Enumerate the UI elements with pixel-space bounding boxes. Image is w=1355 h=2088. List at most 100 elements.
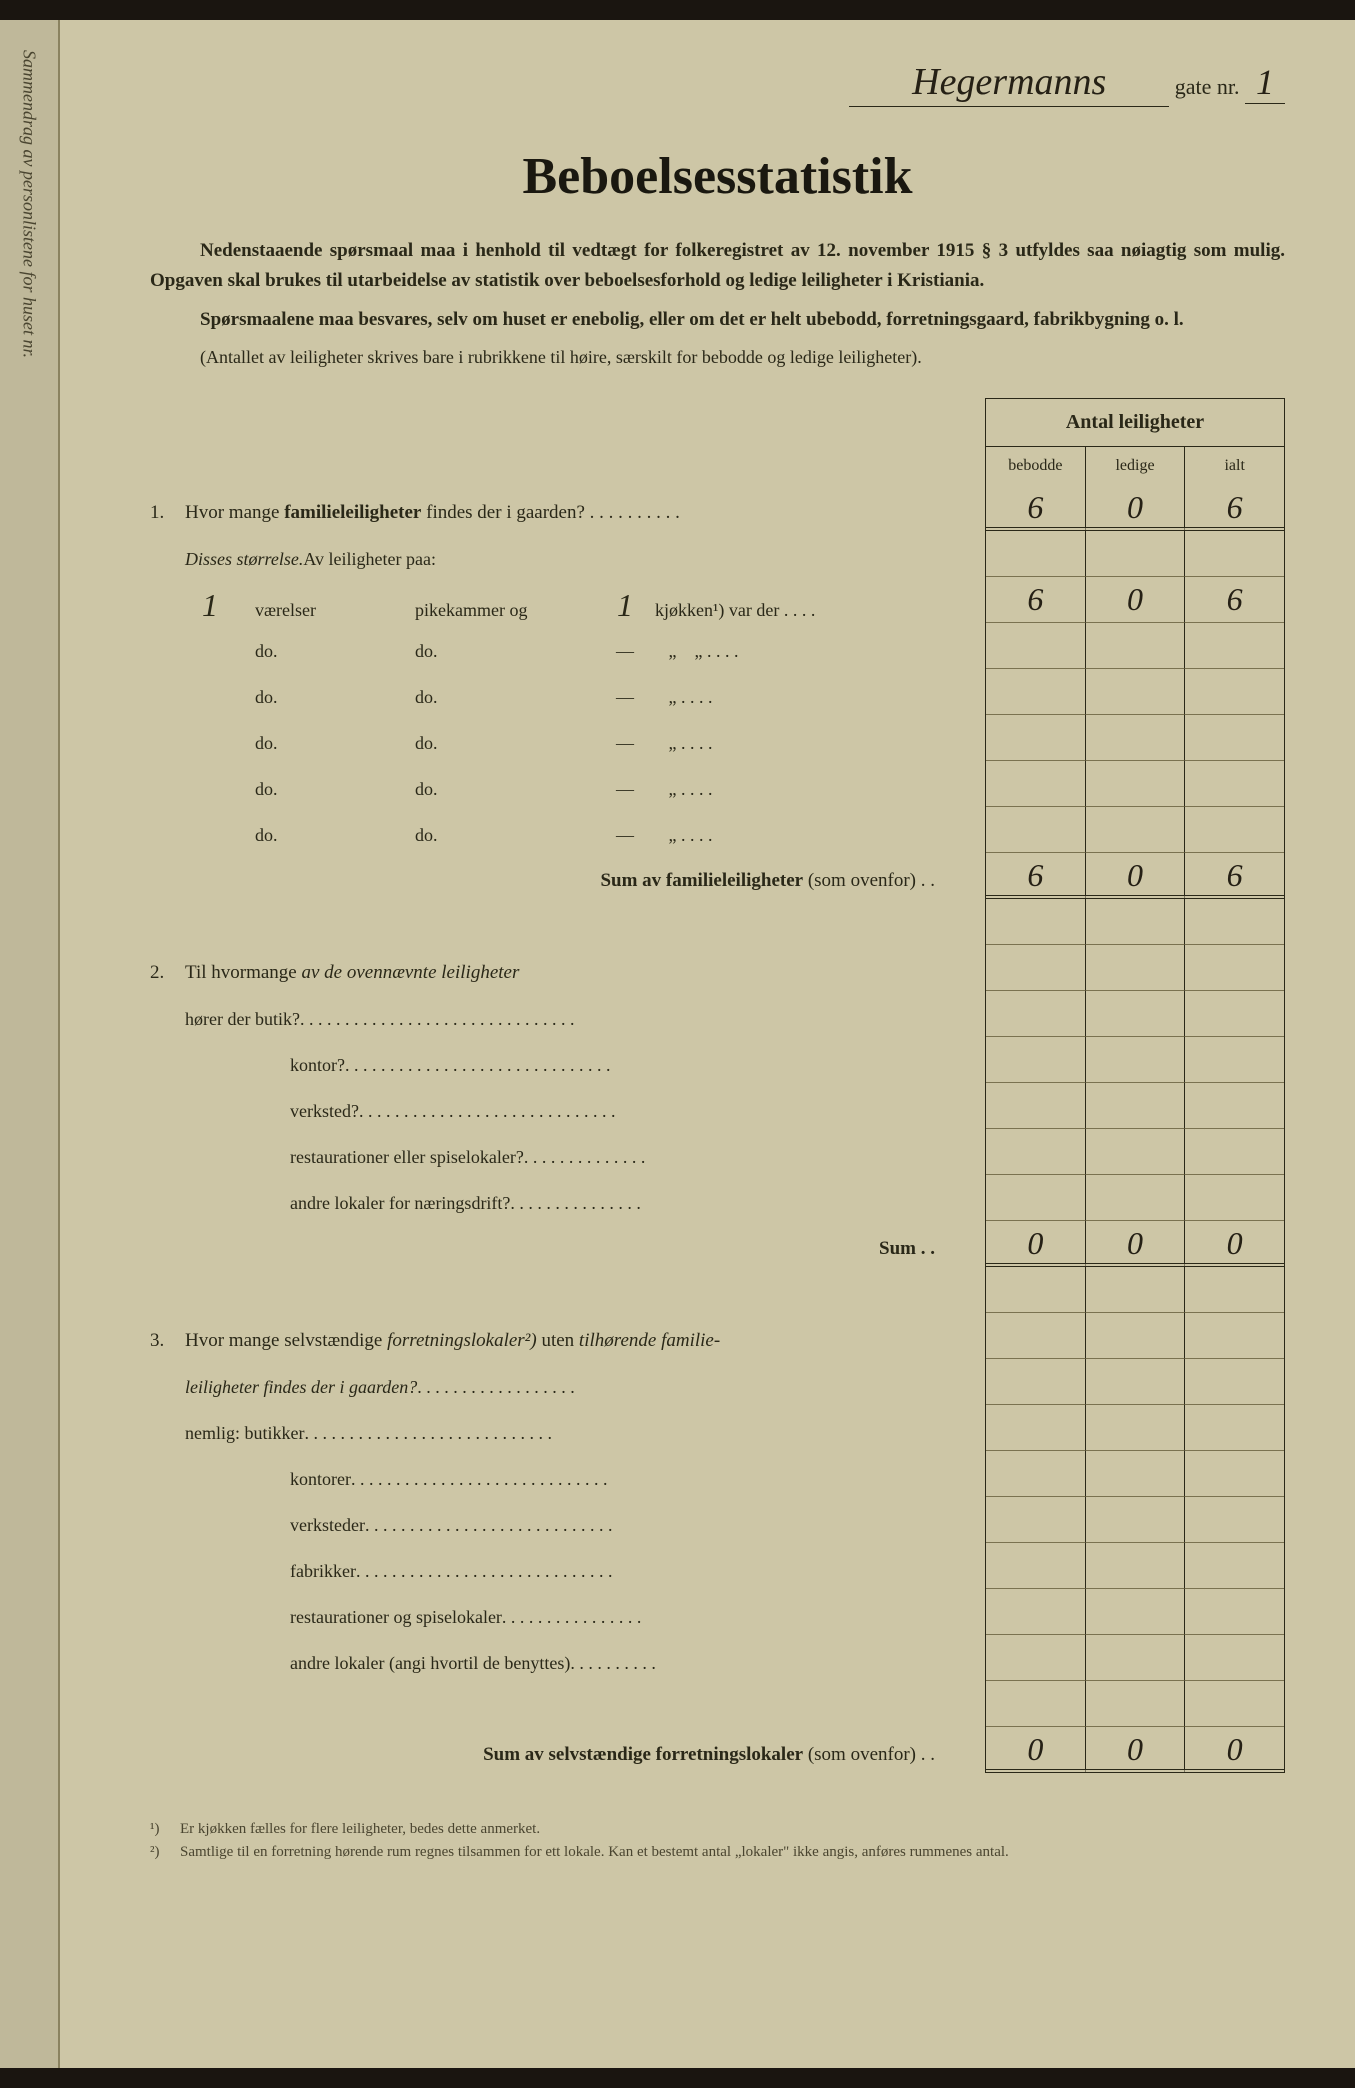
footnotes: ¹) Er kjøkken fælles for flere leilighet…: [150, 1818, 1285, 1863]
table-header-title: Antal leiligheter: [986, 399, 1284, 447]
q2-a: hører der butik? . . . . . . . . . . . .…: [150, 996, 955, 1042]
q2-num: 2.: [150, 950, 185, 996]
col-ledige: ledige: [1086, 447, 1186, 485]
cell: 0: [1185, 1727, 1284, 1773]
size-row-3: do.do.— „ . . . .: [150, 674, 955, 720]
size-row-5: do.do.— „ . . . .: [150, 766, 955, 812]
q1-disses: Disses størrelse. Av leiligheter paa:: [150, 536, 955, 582]
footnote-1: ¹) Er kjøkken fælles for flere leilighet…: [150, 1818, 1285, 1841]
q2-c: verksted? . . . . . . . . . . . . . . . …: [150, 1088, 955, 1134]
row-spacer: [985, 531, 1285, 577]
left-margin-text: Sammendrag av personlistene for huset nr…: [0, 20, 60, 2068]
intro-p1: Nedenstaaende spørsmaal maa i henhold ti…: [150, 236, 1285, 297]
row-q1: 6 0 6: [985, 485, 1285, 531]
page-wrapper: Sammendrag av personlistene for huset nr…: [0, 20, 1355, 2068]
q2-e: andre lokaler for næringsdrift? . . . . …: [150, 1180, 955, 1226]
row-q2c: [985, 1083, 1285, 1129]
street-name-handwritten: Hegermanns: [849, 60, 1169, 107]
table-subheaders: bebodde ledige ialt: [986, 447, 1284, 485]
page-title: Beboelsesstatistik: [150, 147, 1285, 206]
cell: 6: [1185, 485, 1284, 531]
q3-line2: leiligheter findes der i gaarden? . . . …: [150, 1364, 955, 1410]
footnote-2: ²) Samtlige til en forretning hørende ru…: [150, 1841, 1285, 1864]
q3-a: nemlig: butikker . . . . . . . . . . . .…: [150, 1410, 955, 1456]
size-row-4: do.do.— „ . . . .: [150, 720, 955, 766]
q2-d: restaurationer eller spiselokaler? . . .…: [150, 1134, 955, 1180]
row-q3a: [985, 1405, 1285, 1451]
questions-column: 1. Hvor mange familieleiligheter findes …: [150, 398, 965, 1778]
q3-d: fabrikker . . . . . . . . . . . . . . . …: [150, 1548, 955, 1594]
row-q3-2: [985, 1359, 1285, 1405]
row-q2b: [985, 1037, 1285, 1083]
q2-line: 2. Til hvormange av de ovennævnte leilig…: [150, 950, 955, 996]
q3-b: kontorer . . . . . . . . . . . . . . . .…: [150, 1456, 955, 1502]
cell: 0: [986, 1727, 1086, 1773]
cell: 0: [1086, 1221, 1186, 1267]
row-sum2: 0 0 0: [985, 1221, 1285, 1267]
q3-f: andre lokaler (angi hvortil de benyttes)…: [150, 1640, 955, 1686]
sum2-label: Sum . .: [150, 1226, 955, 1272]
row-size2: [985, 623, 1285, 669]
pikekammer-label: pikekammer og: [395, 587, 595, 633]
q1-text: Hvor mange familieleiligheter findes der…: [185, 490, 955, 536]
house-nr-handwritten: 1: [1245, 61, 1285, 104]
fn1-text: Er kjøkken fælles for flere leiligheter,…: [180, 1818, 540, 1841]
rooms-label: værelser: [235, 587, 395, 633]
q3-text: Hvor mange selvstændige forretningslokal…: [185, 1318, 955, 1364]
q2-b: kontor? . . . . . . . . . . . . . . . . …: [150, 1042, 955, 1088]
cell: 0: [1086, 853, 1186, 899]
table-header: Antal leiligheter bebodde ledige ialt: [985, 398, 1285, 485]
row-q3d: [985, 1543, 1285, 1589]
header-line: Hegermanns gate nr. 1: [150, 60, 1285, 107]
rooms-hw: 1: [185, 582, 235, 628]
row-size3: [985, 669, 1285, 715]
row-spacer: [985, 945, 1285, 991]
size-row-1: 1 værelser pikekammer og 1 kjøkken¹) var…: [150, 582, 955, 628]
row-spacer: [985, 899, 1285, 945]
fn1-num: ¹): [150, 1818, 170, 1841]
cell: 0: [986, 1221, 1086, 1267]
cell: 0: [1086, 577, 1186, 623]
intro-p3: (Antallet av leiligheter skrives bare i …: [150, 347, 1285, 368]
cell: 6: [986, 577, 1086, 623]
kitchen-label: kjøkken¹) var der . . . .: [655, 587, 955, 633]
size-row-2: do.do.— „ „ . . . .: [150, 628, 955, 674]
document: Hegermanns gate nr. 1 Beboelsesstatistik…: [60, 20, 1355, 2068]
cell: 0: [1086, 1727, 1186, 1773]
q3-num: 3.: [150, 1318, 185, 1364]
row-size6: [985, 807, 1285, 853]
cell: 6: [986, 853, 1086, 899]
row-q2d: [985, 1129, 1285, 1175]
q2-text: Til hvormange av de ovennævnte leilighet…: [185, 950, 955, 996]
fn2-num: ²): [150, 1841, 170, 1864]
size-row-6: do.do.— „ . . . .: [150, 812, 955, 858]
cell: 6: [1185, 577, 1284, 623]
row-q3e: [985, 1589, 1285, 1635]
fn2-text: Samtlige til en forretning hørende rum r…: [180, 1841, 1009, 1864]
row-q3b: [985, 1451, 1285, 1497]
gate-label: gate nr.: [1175, 74, 1240, 99]
row-size4: [985, 715, 1285, 761]
cell: 6: [1185, 853, 1284, 899]
row-q2e: [985, 1175, 1285, 1221]
cell: 0: [1086, 485, 1186, 531]
row-sum1: 6 0 6: [985, 853, 1285, 899]
table-column: Antal leiligheter bebodde ledige ialt 6 …: [985, 398, 1285, 1778]
row-q3f: [985, 1635, 1285, 1681]
intro-p2: Spørsmaalene maa besvares, selv om huset…: [150, 305, 1285, 335]
row-q2a: [985, 991, 1285, 1037]
content-area: 1. Hvor mange familieleiligheter findes …: [150, 398, 1285, 1778]
row-sum3: 0 0 0: [985, 1727, 1285, 1773]
q3-c: verksteder . . . . . . . . . . . . . . .…: [150, 1502, 955, 1548]
q1-line: 1. Hvor mange familieleiligheter findes …: [150, 490, 955, 536]
col-bebodde: bebodde: [986, 447, 1086, 485]
q3-line1: 3. Hvor mange selvstændige forretningslo…: [150, 1318, 955, 1364]
sum3-label: Sum av selvstændige forretningslokaler (…: [150, 1732, 955, 1778]
row-spacer: [985, 1267, 1285, 1313]
cell: 0: [1185, 1221, 1284, 1267]
q3-e: restaurationer og spiselokaler . . . . .…: [150, 1594, 955, 1640]
row-q3c: [985, 1497, 1285, 1543]
row-q3-1: [985, 1313, 1285, 1359]
row-spacer: [985, 1681, 1285, 1727]
row-size5: [985, 761, 1285, 807]
